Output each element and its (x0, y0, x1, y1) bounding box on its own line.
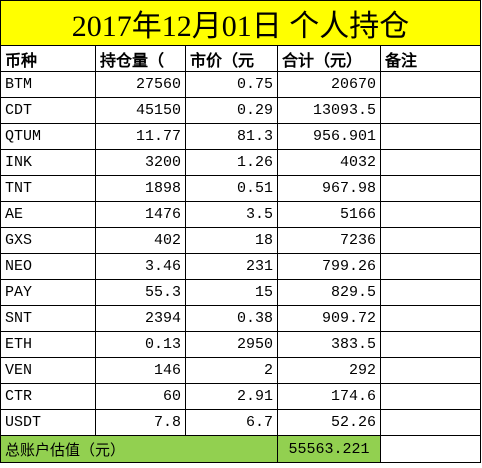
data-row: BTM 27560 0.75 20670 (0, 71, 482, 98)
coin-cell: PAY (0, 279, 96, 306)
number-cell: 45150 (95, 97, 186, 124)
number-cell: 55.3 (95, 279, 186, 306)
number-cell: 1898 (95, 175, 186, 202)
number-cell: 20670 (277, 71, 381, 98)
note-cell (379, 409, 482, 436)
number-cell: 2950 (185, 331, 278, 358)
header-row: 币种 持仓量（ 市价（元 合计（元） 备注 (0, 45, 482, 72)
number-cell: 3200 (95, 149, 186, 176)
coin-cell: CDT (0, 97, 96, 124)
note-cell (379, 279, 482, 306)
data-row: NEO 3.46 231 799.26 (0, 253, 482, 280)
number-cell: 11.77 (95, 123, 186, 150)
number-cell: 2 (185, 357, 278, 384)
data-row: CTR 60 2.91 174.6 (0, 383, 482, 410)
note-cell (379, 383, 482, 410)
total-value: 55563.221 (277, 435, 381, 463)
note-cell (379, 123, 482, 150)
coin-cell: QTUM (0, 123, 96, 150)
number-cell: 0.51 (185, 175, 278, 202)
number-cell: 799.26 (277, 253, 381, 280)
coin-cell: VEN (0, 357, 96, 384)
number-cell: 146 (95, 357, 186, 384)
number-cell: 402 (95, 227, 186, 254)
number-cell: 909.72 (277, 305, 381, 332)
number-cell: 15 (185, 279, 278, 306)
header-cell: 持仓量（ (95, 45, 186, 72)
note-cell (379, 227, 482, 254)
note-cell (379, 253, 482, 280)
note-cell (379, 357, 482, 384)
coin-cell: INK (0, 149, 96, 176)
number-cell: 174.6 (277, 383, 381, 410)
header-cell: 合计（元） (277, 45, 381, 72)
data-row: INK 3200 1.26 4032 (0, 149, 482, 176)
number-cell: 6.7 (185, 409, 278, 436)
number-cell: 0.29 (185, 97, 278, 124)
note-cell (379, 331, 482, 358)
data-row: SNT 2394 0.38 909.72 (0, 305, 482, 332)
data-row: TNT 1898 0.51 967.98 (0, 175, 482, 202)
number-cell: 5166 (277, 201, 381, 228)
data-row: PAY 55.3 15 829.5 (0, 279, 482, 306)
number-cell: 383.5 (277, 331, 381, 358)
coin-cell: SNT (0, 305, 96, 332)
coin-cell: NEO (0, 253, 96, 280)
data-row: USDT 7.8 6.7 52.26 (0, 409, 482, 436)
number-cell: 3.46 (95, 253, 186, 280)
number-cell: 60 (95, 383, 186, 410)
number-cell: 27560 (95, 71, 186, 98)
number-cell: 1476 (95, 201, 186, 228)
coin-cell: CTR (0, 383, 96, 410)
coin-cell: BTM (0, 71, 96, 98)
data-row: CDT 45150 0.29 13093.5 (0, 97, 482, 124)
title: 2017年12月01日 个人持仓 (0, 0, 482, 46)
note-cell (379, 97, 482, 124)
coin-cell: AE (0, 201, 96, 228)
number-cell: 0.75 (185, 71, 278, 98)
coin-cell: ETH (0, 331, 96, 358)
number-cell: 956.901 (277, 123, 381, 150)
number-cell: 4032 (277, 149, 381, 176)
header-cell: 币种 (0, 45, 96, 72)
data-row: AE 1476 3.5 5166 (0, 201, 482, 228)
note-cell (379, 305, 482, 332)
data-row: ETH 0.13 2950 383.5 (0, 331, 482, 358)
total-label: 总账户估值（元） (0, 435, 278, 463)
note-cell (379, 201, 482, 228)
coin-cell: TNT (0, 175, 96, 202)
note-cell (379, 71, 482, 98)
coin-cell: GXS (0, 227, 96, 254)
number-cell: 52.26 (277, 409, 381, 436)
header-cell: 市价（元 (185, 45, 278, 72)
note-cell (379, 175, 482, 202)
number-cell: 13093.5 (277, 97, 381, 124)
number-cell: 1.26 (185, 149, 278, 176)
number-cell: 0.13 (95, 331, 186, 358)
header-cell: 备注 (379, 45, 482, 72)
total-row: 总账户估值（元） 55563.221 (0, 435, 482, 463)
number-cell: 231 (185, 253, 278, 280)
note-cell (379, 149, 482, 176)
number-cell: 2394 (95, 305, 186, 332)
coin-cell: USDT (0, 409, 96, 436)
data-row: GXS 402 18 7236 (0, 227, 482, 254)
note-cell (379, 435, 482, 463)
number-cell: 7236 (277, 227, 381, 254)
data-row: QTUM 11.77 81.3 956.901 (0, 123, 482, 150)
number-cell: 829.5 (277, 279, 381, 306)
number-cell: 292 (277, 357, 381, 384)
number-cell: 18 (185, 227, 278, 254)
number-cell: 2.91 (185, 383, 278, 410)
data-row: VEN 146 2 292 (0, 357, 482, 384)
number-cell: 7.8 (95, 409, 186, 436)
title-row: 2017年12月01日 个人持仓 (0, 0, 482, 46)
number-cell: 0.38 (185, 305, 278, 332)
number-cell: 967.98 (277, 175, 381, 202)
number-cell: 3.5 (185, 201, 278, 228)
number-cell: 81.3 (185, 123, 278, 150)
